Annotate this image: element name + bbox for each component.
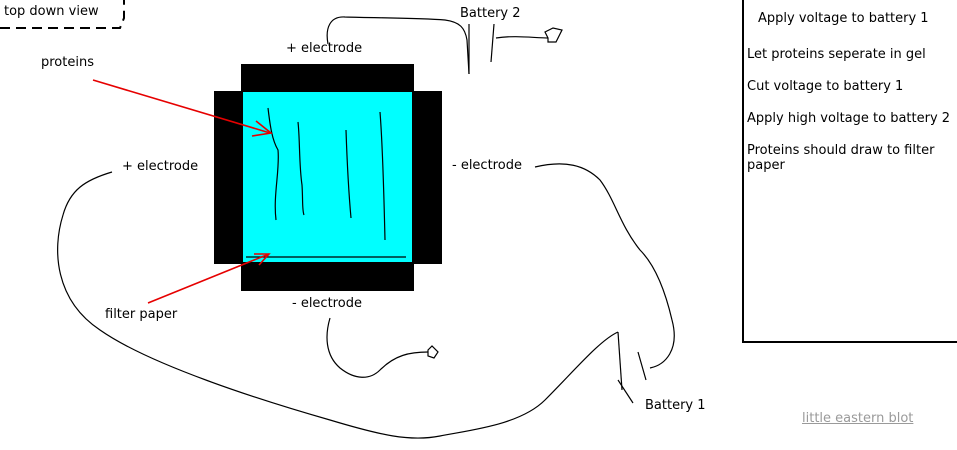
filter-paper-arrow-head <box>254 253 271 266</box>
battery2-plate-right <box>490 23 495 63</box>
step-2: Let proteins seperate in gel <box>747 47 926 62</box>
gel <box>243 92 412 262</box>
step-3: Cut voltage to battery 1 <box>747 79 904 94</box>
filter-paper-arrow <box>147 253 270 304</box>
filter-paper-label: filter paper <box>105 307 178 322</box>
bottom-electrode-terminal <box>427 345 439 359</box>
battery2-label: Battery 2 <box>460 6 521 21</box>
bottom-electrode-wire <box>326 317 429 378</box>
minus-electrode-bottom-label: - electrode <box>292 296 362 311</box>
protein-band <box>267 107 279 221</box>
bottom-electrode-plate <box>241 262 414 291</box>
battery1-label-tick <box>617 379 634 404</box>
battery2-terminal <box>544 27 563 43</box>
proteins-label: proteins <box>41 55 94 70</box>
protein-band <box>345 129 352 219</box>
battery2-wire-right <box>495 36 549 39</box>
battery1-wire-right <box>534 163 675 369</box>
minus-electrode-right-label: - electrode <box>452 158 522 173</box>
steps-panel: Apply voltage to battery 1 Let proteins … <box>742 0 957 343</box>
view-label: top down view <box>4 4 99 19</box>
plus-electrode-left-label: + electrode <box>122 159 199 174</box>
proteins-arrow <box>92 79 271 134</box>
battery1-plate-left <box>617 331 623 391</box>
plus-electrode-top-label: + electrode <box>286 41 363 56</box>
right-electrode-plate <box>411 91 442 264</box>
step-4: Apply high voltage to battery 2 <box>747 111 951 126</box>
little-eastern-blot-link[interactable]: little eastern blot <box>802 411 914 426</box>
step-1: Apply voltage to battery 1 <box>758 11 929 26</box>
step-5: Proteins should draw to filter paper <box>747 143 935 173</box>
battery2-wire-left <box>326 16 470 75</box>
top-electrode-plate <box>241 64 414 94</box>
protein-bands <box>267 107 386 241</box>
wires <box>57 16 675 439</box>
battery1-plate-right <box>637 351 647 381</box>
left-electrode-plate <box>214 91 244 264</box>
arrows <box>92 79 273 304</box>
battery1-label: Battery 1 <box>645 398 706 413</box>
battery1-loop-wire <box>57 171 619 439</box>
proteins-arrow-head <box>251 120 273 137</box>
protein-band <box>379 111 386 241</box>
protein-band <box>297 121 305 216</box>
